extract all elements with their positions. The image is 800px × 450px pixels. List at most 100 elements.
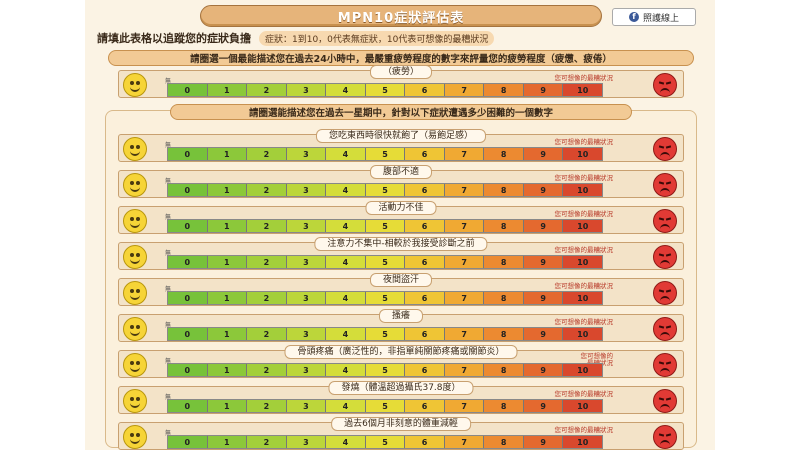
rating-option[interactable]: 5	[365, 400, 406, 412]
rating-option[interactable]: 5	[365, 292, 406, 304]
rating-option[interactable]: 0	[168, 292, 208, 304]
rating-option[interactable]: 7	[444, 184, 485, 196]
rating-option[interactable]: 3	[286, 328, 327, 340]
rating-option[interactable]: 8	[484, 220, 524, 232]
rating-option[interactable]: 10	[563, 436, 603, 448]
rating-option[interactable]: 2	[247, 436, 287, 448]
rating-option[interactable]: 1	[207, 328, 248, 340]
rating-option[interactable]: 4	[326, 328, 366, 340]
rating-option[interactable]: 0	[168, 84, 208, 96]
rating-option[interactable]: 9	[523, 220, 564, 232]
rating-option[interactable]: 0	[168, 148, 208, 160]
rating-option[interactable]: 8	[484, 364, 524, 376]
rating-option[interactable]: 1	[207, 220, 248, 232]
rating-option[interactable]: 10	[563, 400, 603, 412]
rating-option[interactable]: 3	[286, 292, 327, 304]
rating-option[interactable]: 5	[365, 436, 406, 448]
rating-option[interactable]: 7	[444, 148, 485, 160]
rating-option[interactable]: 9	[523, 148, 564, 160]
rating-option[interactable]: 10	[563, 84, 603, 96]
rating-option[interactable]: 3	[286, 364, 327, 376]
rating-option[interactable]: 0	[168, 328, 208, 340]
rating-option[interactable]: 0	[168, 436, 208, 448]
rating-option[interactable]: 4	[326, 256, 366, 268]
rating-option[interactable]: 6	[405, 220, 445, 232]
rating-option[interactable]: 8	[484, 400, 524, 412]
rating-option[interactable]: 6	[405, 328, 445, 340]
rating-option[interactable]: 5	[365, 328, 406, 340]
rating-option[interactable]: 1	[207, 84, 248, 96]
rating-option[interactable]: 2	[247, 292, 287, 304]
rating-option[interactable]: 4	[326, 436, 366, 448]
rating-option[interactable]: 9	[523, 364, 564, 376]
rating-option[interactable]: 0	[168, 364, 208, 376]
rating-option[interactable]: 5	[365, 184, 406, 196]
rating-option[interactable]: 9	[523, 184, 564, 196]
rating-option[interactable]: 2	[247, 220, 287, 232]
rating-option[interactable]: 2	[247, 256, 287, 268]
rating-option[interactable]: 1	[207, 436, 248, 448]
rating-option[interactable]: 1	[207, 400, 248, 412]
rating-option[interactable]: 7	[444, 328, 485, 340]
rating-option[interactable]: 9	[523, 256, 564, 268]
rating-option[interactable]: 9	[523, 436, 564, 448]
rating-option[interactable]: 4	[326, 184, 366, 196]
rating-option[interactable]: 4	[326, 220, 366, 232]
rating-option[interactable]: 1	[207, 256, 248, 268]
rating-option[interactable]: 7	[444, 400, 485, 412]
rating-option[interactable]: 9	[523, 400, 564, 412]
rating-option[interactable]: 6	[405, 148, 445, 160]
rating-option[interactable]: 0	[168, 400, 208, 412]
rating-option[interactable]: 1	[207, 184, 248, 196]
rating-option[interactable]: 6	[405, 400, 445, 412]
rating-option[interactable]: 4	[326, 84, 366, 96]
rating-option[interactable]: 3	[286, 84, 327, 96]
rating-option[interactable]: 10	[563, 256, 603, 268]
rating-option[interactable]: 5	[365, 84, 406, 96]
rating-option[interactable]: 6	[405, 84, 445, 96]
rating-option[interactable]: 8	[484, 184, 524, 196]
rating-option[interactable]: 7	[444, 256, 485, 268]
rating-option[interactable]: 1	[207, 148, 248, 160]
rating-option[interactable]: 9	[523, 292, 564, 304]
rating-option[interactable]: 2	[247, 184, 287, 196]
rating-option[interactable]: 6	[405, 184, 445, 196]
rating-option[interactable]: 3	[286, 148, 327, 160]
rating-option[interactable]: 8	[484, 256, 524, 268]
rating-option[interactable]: 6	[405, 436, 445, 448]
rating-option[interactable]: 1	[207, 292, 248, 304]
rating-option[interactable]: 9	[523, 84, 564, 96]
rating-option[interactable]: 3	[286, 184, 327, 196]
rating-option[interactable]: 4	[326, 400, 366, 412]
rating-option[interactable]: 2	[247, 400, 287, 412]
rating-option[interactable]: 0	[168, 184, 208, 196]
share-button[interactable]: f 照護線上	[612, 8, 696, 26]
rating-option[interactable]: 4	[326, 148, 366, 160]
rating-option[interactable]: 4	[326, 364, 366, 376]
rating-option[interactable]: 10	[563, 148, 603, 160]
rating-option[interactable]: 3	[286, 436, 327, 448]
rating-option[interactable]: 0	[168, 256, 208, 268]
rating-option[interactable]: 0	[168, 220, 208, 232]
rating-option[interactable]: 2	[247, 364, 287, 376]
rating-option[interactable]: 7	[444, 220, 485, 232]
rating-option[interactable]: 6	[405, 256, 445, 268]
rating-option[interactable]: 2	[247, 84, 287, 96]
rating-option[interactable]: 7	[444, 84, 485, 96]
rating-option[interactable]: 8	[484, 292, 524, 304]
rating-option[interactable]: 10	[563, 220, 603, 232]
rating-option[interactable]: 5	[365, 148, 406, 160]
rating-option[interactable]: 3	[286, 220, 327, 232]
rating-option[interactable]: 4	[326, 292, 366, 304]
rating-option[interactable]: 5	[365, 364, 406, 376]
rating-option[interactable]: 10	[563, 292, 603, 304]
rating-option[interactable]: 3	[286, 256, 327, 268]
rating-option[interactable]: 8	[484, 436, 524, 448]
rating-option[interactable]: 6	[405, 364, 445, 376]
rating-option[interactable]: 9	[523, 328, 564, 340]
rating-option[interactable]: 8	[484, 84, 524, 96]
rating-option[interactable]: 10	[563, 184, 603, 196]
rating-option[interactable]: 6	[405, 292, 445, 304]
rating-option[interactable]: 10	[563, 364, 603, 376]
rating-option[interactable]: 10	[563, 328, 603, 340]
